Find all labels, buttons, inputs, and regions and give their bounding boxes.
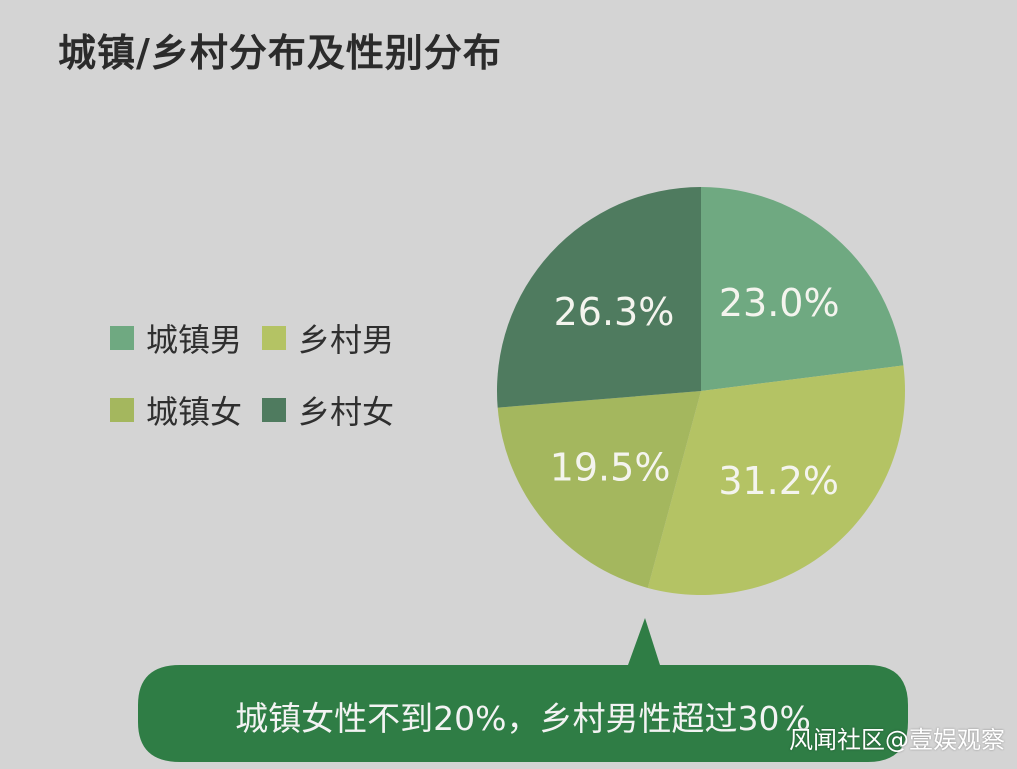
legend-item-urban-male: 城镇男 xyxy=(110,315,242,361)
legend-label: 城镇女 xyxy=(146,393,243,431)
callout-shape xyxy=(138,618,908,762)
pie-slice-label: 23.0% xyxy=(719,281,840,325)
legend-item-rural-female: 乡村女 xyxy=(262,387,394,433)
legend-swatch xyxy=(262,326,286,350)
pie-slice-label: 31.2% xyxy=(718,459,839,503)
legend-item-urban-female: 城镇女 xyxy=(110,387,242,433)
chart-title: 城镇/乡村分布及性别分布 xyxy=(58,31,502,75)
pie-slice-label: 26.3% xyxy=(554,290,675,334)
legend-item-rural-male: 乡村男 xyxy=(262,315,394,361)
legend-label: 乡村女 xyxy=(298,393,395,431)
pie-slice xyxy=(701,187,904,391)
watermark: 风闻社区@壹娱观察 xyxy=(789,726,1005,754)
legend-label: 城镇男 xyxy=(146,321,243,359)
legend-swatch xyxy=(262,398,286,422)
callout-text: 城镇女性不到20%，乡村男性超过30% xyxy=(235,699,811,738)
pie-slice xyxy=(497,391,701,588)
pie-slice-label: 19.5% xyxy=(550,446,671,490)
legend-swatch xyxy=(110,326,134,350)
pie-slice xyxy=(647,365,905,596)
legend-swatch xyxy=(110,398,134,422)
legend-label: 乡村男 xyxy=(298,321,395,359)
pie-slice xyxy=(497,187,701,408)
